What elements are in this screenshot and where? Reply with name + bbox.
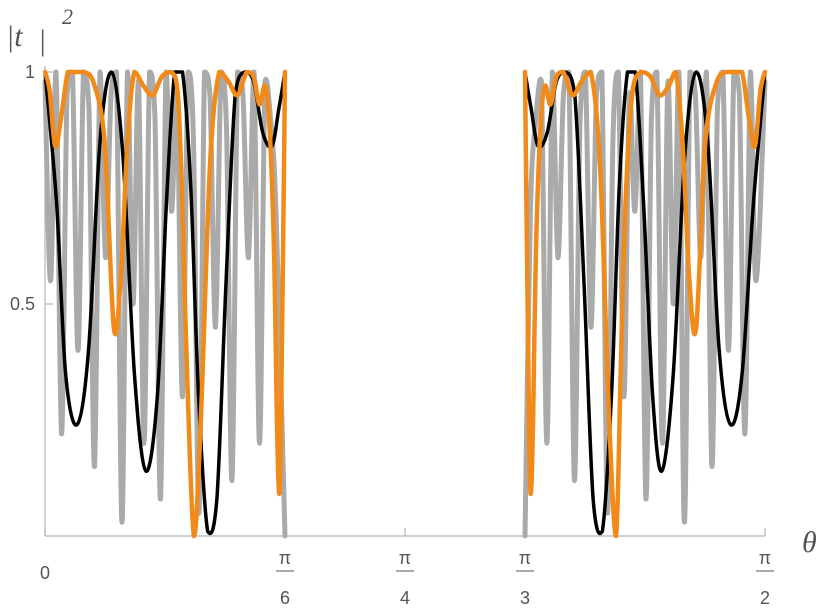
y-tick-label: 1 — [25, 62, 35, 82]
x-tick-label-denominator: 2 — [760, 588, 770, 608]
series-line-5 — [522, 69, 768, 539]
x-tick-label-denominator: 3 — [520, 588, 530, 608]
x-axis-title: θ — [802, 526, 817, 559]
series-line-4 — [42, 69, 288, 539]
series-line-0 — [42, 69, 288, 539]
x-tick-label-numerator: π — [519, 548, 531, 568]
x-tick-label: 0 — [40, 563, 50, 583]
y-axis-title-main: |t — [6, 20, 23, 53]
x-tick-label-denominator: 6 — [280, 588, 290, 608]
labels: |t | 2 θ 0 π 6 π 4 π 3 π 2 0.5 1 — [6, 4, 817, 608]
series-line-2 — [43, 70, 287, 536]
y-axis-title-exponent: 2 — [62, 4, 73, 29]
series-line-1 — [522, 69, 768, 539]
x-tick-label-denominator: 4 — [400, 588, 410, 608]
series-group — [42, 69, 768, 539]
x-tick-label-numerator: π — [279, 548, 291, 568]
x-tick-label-numerator: π — [399, 548, 411, 568]
y-axis-title-bar: | — [38, 24, 46, 57]
x-tick-label-numerator: π — [759, 548, 771, 568]
y-tick-label: 0.5 — [10, 294, 35, 314]
